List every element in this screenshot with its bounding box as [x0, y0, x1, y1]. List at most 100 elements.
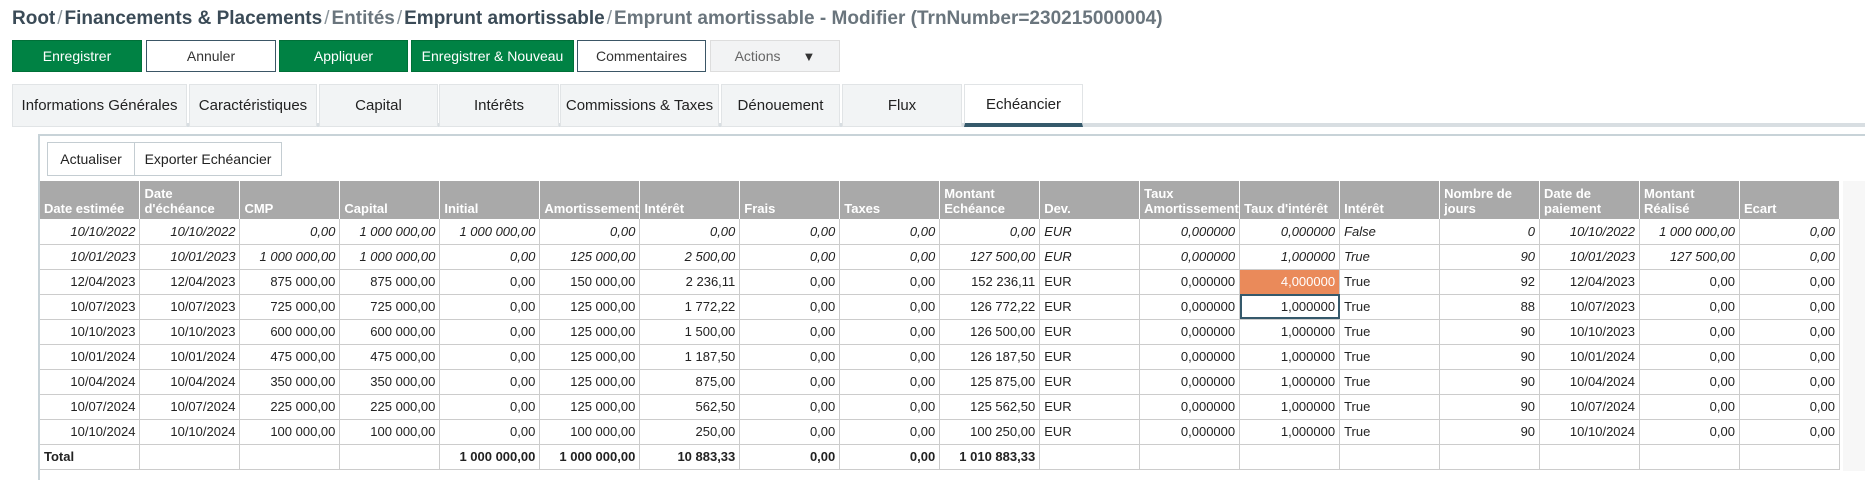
- table-cell[interactable]: EUR: [1039, 344, 1141, 370]
- table-row[interactable]: 10/10/2024 10/10/2024 100 000,00 100 000,00…: [40, 419, 1841, 445]
- table-cell[interactable]: 10/07/2024: [1539, 394, 1640, 420]
- table-cell[interactable]: 0,00: [839, 319, 941, 345]
- table-cell[interactable]: 725 000,00: [339, 294, 441, 320]
- table-cell[interactable]: 10/10/2024: [1539, 419, 1640, 445]
- table-cell[interactable]: 600 000,00: [339, 319, 441, 345]
- table-cell[interactable]: 250,00: [639, 419, 741, 445]
- table-cell[interactable]: 875,00: [639, 369, 741, 395]
- table-cell[interactable]: 0: [1439, 219, 1541, 245]
- column-header[interactable]: Intérêt: [1339, 181, 1441, 219]
- table-cell[interactable]: 0,00: [1739, 219, 1841, 245]
- table-cell[interactable]: 1 000 000,00: [339, 219, 441, 245]
- table-cell[interactable]: 127 500,00: [1639, 244, 1740, 270]
- table-cell[interactable]: 0,00: [839, 419, 941, 445]
- table-cell[interactable]: 100 000,00: [239, 419, 341, 445]
- table-cell[interactable]: True: [1339, 294, 1441, 320]
- table-cell[interactable]: 0,00: [739, 269, 841, 295]
- column-header[interactable]: Dev.: [1039, 181, 1141, 219]
- apply-button[interactable]: Appliquer: [279, 40, 408, 72]
- column-header[interactable]: CMP: [239, 181, 341, 219]
- table-cell[interactable]: 0,00: [739, 344, 841, 370]
- tab-4[interactable]: Commissions & Taxes: [560, 84, 719, 127]
- table-cell[interactable]: 10/01/2023: [40, 244, 141, 270]
- table-cell[interactable]: 10/07/2023: [139, 294, 241, 320]
- table-cell[interactable]: 125 000,00: [539, 344, 641, 370]
- table-cell[interactable]: 4,000000: [1239, 269, 1341, 295]
- table-cell[interactable]: 12/04/2023: [139, 269, 241, 295]
- table-cell[interactable]: 0,00: [739, 219, 841, 245]
- table-cell[interactable]: 475 000,00: [339, 344, 441, 370]
- breadcrumb-item[interactable]: Entités: [331, 8, 395, 29]
- table-cell[interactable]: EUR: [1039, 269, 1141, 295]
- table-cell[interactable]: 0,00: [1639, 344, 1740, 370]
- table-cell[interactable]: 1 000 000,00: [339, 244, 441, 270]
- table-cell[interactable]: 10/01/2023: [139, 244, 241, 270]
- table-cell[interactable]: 0,00: [439, 369, 541, 395]
- table-cell[interactable]: 0,00: [839, 369, 941, 395]
- table-cell[interactable]: 0,00: [639, 219, 741, 245]
- column-header[interactable]: Taxes: [839, 181, 941, 219]
- scrollbar[interactable]: [1843, 181, 1865, 471]
- tab-2[interactable]: Capital: [319, 84, 438, 127]
- tab-1[interactable]: Caractéristiques: [189, 84, 317, 127]
- table-cell[interactable]: 1,000000: [1239, 394, 1341, 420]
- table-row[interactable]: 12/04/2023 12/04/2023 875 000,00 875 000,00…: [40, 269, 1841, 295]
- table-row[interactable]: 10/10/2023 10/10/2023 600 000,00 600 000,00…: [40, 319, 1841, 345]
- table-cell[interactable]: 10/01/2024: [139, 344, 241, 370]
- table-cell[interactable]: 600 000,00: [239, 319, 341, 345]
- table-row[interactable]: 10/01/2023 10/01/2023 1 000 000,00 1 000 00…: [40, 244, 1841, 270]
- table-cell[interactable]: True: [1339, 319, 1441, 345]
- table-cell[interactable]: 0,00: [1639, 369, 1740, 395]
- table-row[interactable]: 10/10/2022 10/10/2022 0,00 1 000 000,00 1 00…: [40, 219, 1841, 245]
- tab-5[interactable]: Dénouement: [721, 84, 840, 127]
- comments-button[interactable]: Commentaires: [577, 40, 706, 72]
- table-cell[interactable]: 88: [1439, 294, 1541, 320]
- table-cell[interactable]: 0,000000: [1139, 244, 1241, 270]
- table-cell[interactable]: 350 000,00: [239, 369, 341, 395]
- table-cell[interactable]: 0,00: [939, 219, 1041, 245]
- table-cell[interactable]: 0,00: [739, 294, 841, 320]
- column-header[interactable]: Initial: [439, 181, 541, 219]
- table-cell[interactable]: 0,00: [1639, 394, 1740, 420]
- table-cell[interactable]: 0,00: [1739, 319, 1841, 345]
- table-cell[interactable]: 10/04/2024: [40, 369, 141, 395]
- table-cell[interactable]: 1 500,00: [639, 319, 741, 345]
- table-cell[interactable]: EUR: [1039, 219, 1141, 245]
- save-new-button[interactable]: Enregistrer & Nouveau: [411, 40, 574, 72]
- table-cell[interactable]: 0,00: [1739, 294, 1841, 320]
- table-cell[interactable]: 10/10/2024: [139, 419, 241, 445]
- table-cell[interactable]: 0,000000: [1139, 419, 1241, 445]
- table-cell[interactable]: 1,000000: [1239, 419, 1341, 445]
- column-header[interactable]: Montant Echéance: [939, 181, 1041, 219]
- table-cell[interactable]: 125 000,00: [539, 319, 641, 345]
- table-cell[interactable]: 0,00: [439, 294, 541, 320]
- table-cell[interactable]: 0,000000: [1139, 319, 1241, 345]
- breadcrumb-item[interactable]: Root: [12, 8, 56, 29]
- table-cell[interactable]: 1 000 000,00: [239, 244, 341, 270]
- table-cell[interactable]: 0,00: [439, 394, 541, 420]
- table-cell[interactable]: 10/01/2024: [1539, 344, 1640, 370]
- table-cell[interactable]: 1,000000: [1239, 319, 1341, 345]
- breadcrumb-item[interactable]: Financements & Placements: [64, 8, 323, 29]
- actions-dropdown[interactable]: Actions ▼: [710, 40, 840, 72]
- table-cell[interactable]: 1 000 000,00: [439, 219, 541, 245]
- table-cell[interactable]: EUR: [1039, 244, 1141, 270]
- table-cell[interactable]: 152 236,11: [939, 269, 1041, 295]
- table-row[interactable]: 10/04/2024 10/04/2024 350 000,00 350 000,00…: [40, 369, 1841, 395]
- table-cell[interactable]: 875 000,00: [239, 269, 341, 295]
- tab-7[interactable]: Echéancier: [964, 84, 1083, 127]
- table-cell[interactable]: 0,00: [839, 394, 941, 420]
- column-header[interactable]: Date estimée: [40, 181, 141, 219]
- refresh-button[interactable]: Actualiser: [47, 142, 135, 176]
- table-cell[interactable]: 0,00: [439, 269, 541, 295]
- column-header[interactable]: Intérêt: [639, 181, 741, 219]
- table-cell[interactable]: 12/04/2023: [40, 269, 141, 295]
- table-cell[interactable]: 0,00: [1739, 344, 1841, 370]
- table-cell[interactable]: 0,00: [839, 269, 941, 295]
- table-cell[interactable]: True: [1339, 394, 1441, 420]
- table-cell[interactable]: 1 000 000,00: [1639, 219, 1740, 245]
- table-cell[interactable]: 1,000000: [1239, 244, 1341, 270]
- table-cell[interactable]: 125 875,00: [939, 369, 1041, 395]
- tab-3[interactable]: Intérêts: [439, 84, 559, 127]
- table-row[interactable]: 10/01/2024 10/01/2024 475 000,00 475 000,00…: [40, 344, 1841, 370]
